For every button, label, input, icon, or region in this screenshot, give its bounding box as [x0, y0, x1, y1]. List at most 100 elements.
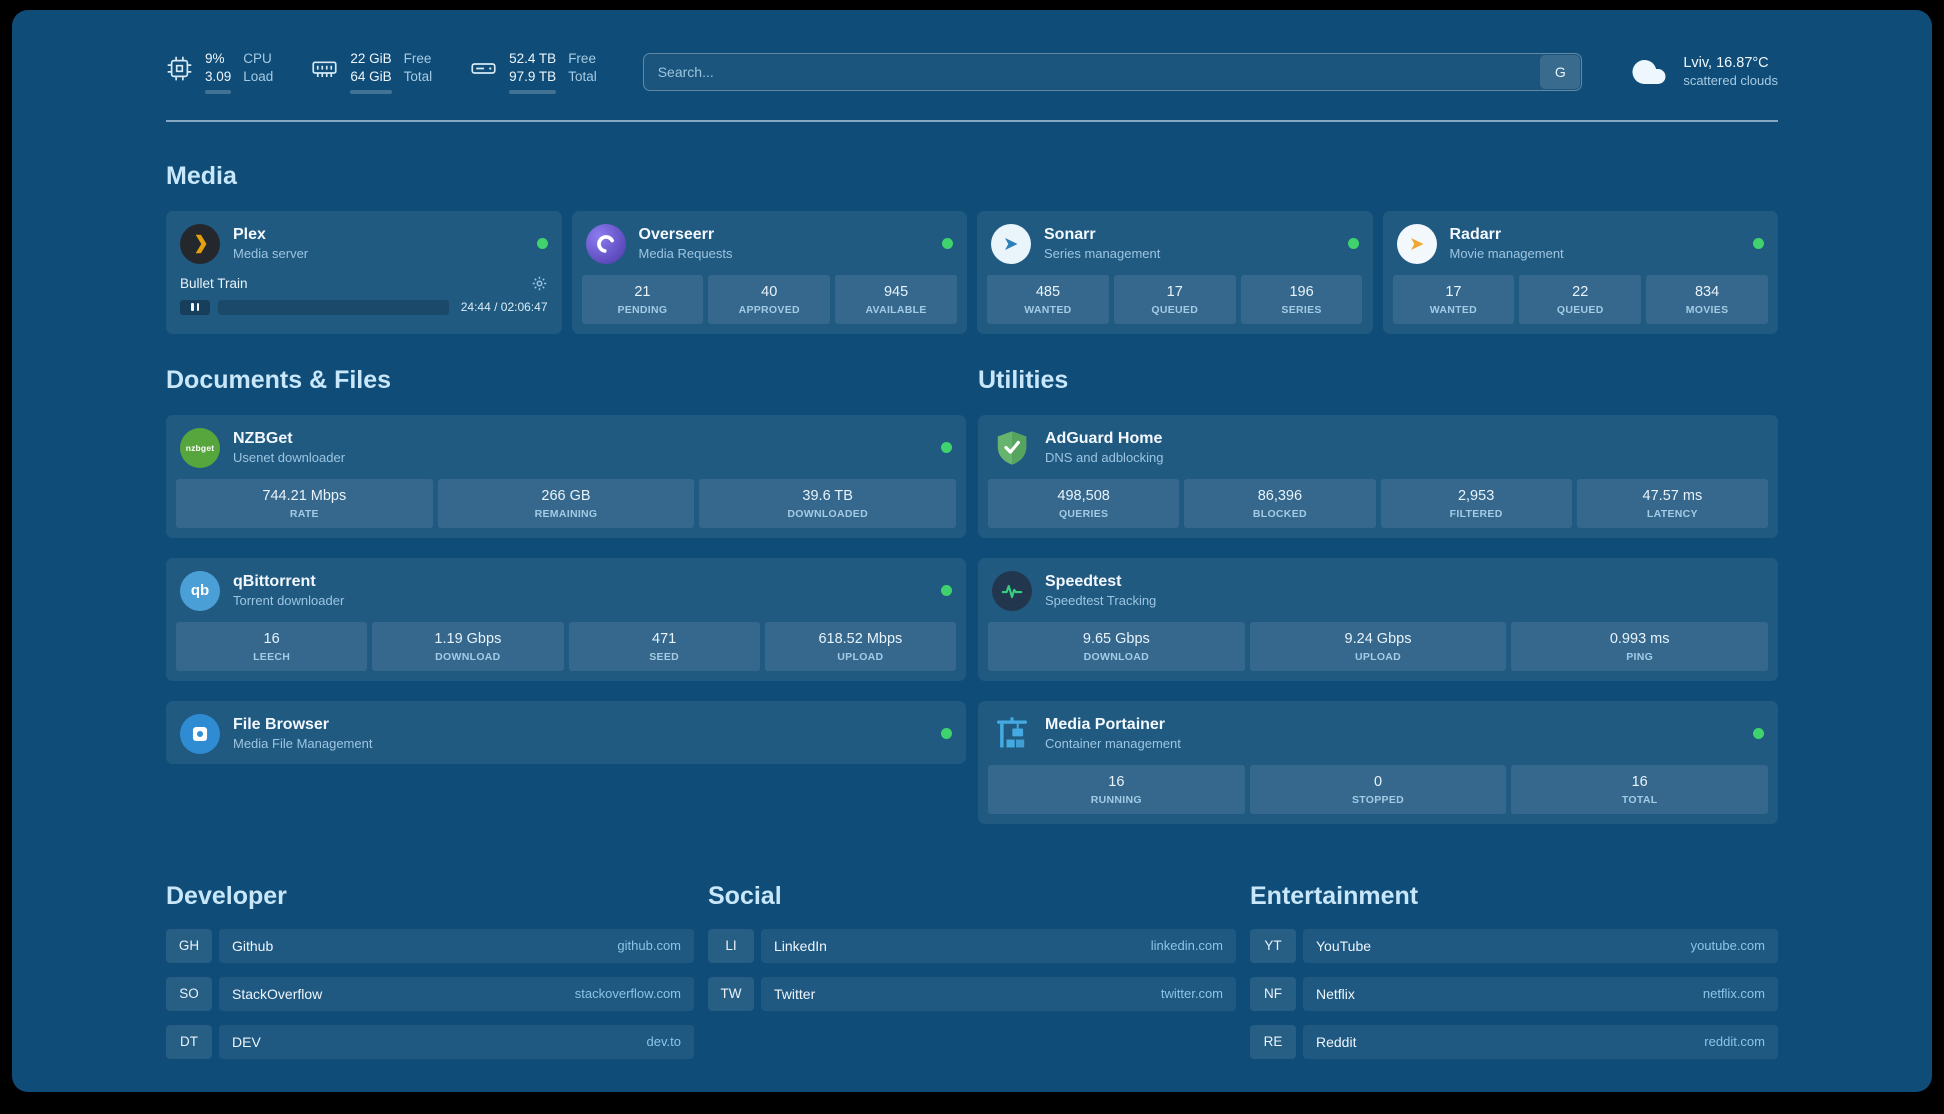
service-card-radarr[interactable]: Radarr Movie management 17 WANTED 22 QUEUE… [1382, 210, 1778, 334]
stat-block: 86,396 BLOCKED [1184, 478, 1376, 528]
stats-row: 498,508 QUERIES 86,396 BLOCKED 2,953 FILTER… [988, 478, 1768, 528]
memory-usage-bar [350, 90, 392, 94]
service-card-overseerr[interactable]: Overseerr Media Requests 21 PENDING 40 APP… [571, 210, 967, 334]
stat-value: 945 [883, 283, 909, 300]
stat-block: 471 SEED [568, 621, 760, 671]
stat-block: 196 SERIES [1240, 274, 1363, 324]
bookmark-group-entertainment: Entertainment YT YouTube youtube.com NF N… [1250, 882, 1778, 1059]
bookmark-name: Netflix [1316, 985, 1355, 1002]
service-card-portainer[interactable]: Media Portainer Container management 16 R… [978, 700, 1778, 824]
cpu-widget: 9% 3.09 CPU Load [166, 50, 273, 94]
bookmark-group-social: Social LI LinkedIn linkedin.com TW Twitte… [708, 882, 1236, 1059]
service-card-filebrowser[interactable]: File Browser Media File Management [166, 700, 966, 764]
service-card-speedtest[interactable]: Speedtest Speedtest Tracking 9.65 Gbps DO… [978, 557, 1778, 681]
gear-icon[interactable] [531, 275, 548, 292]
bookmark-twitter[interactable]: TW Twitter twitter.com [708, 976, 1236, 1011]
cpu-values: 9% 3.09 [205, 50, 232, 94]
section-utilities: Utilities AdGuard Home DNS and adblockin… [978, 366, 1778, 824]
bookmark-abbr: NF [1250, 976, 1296, 1011]
section-media: Media Plex Media server [166, 162, 1778, 334]
section-title-entertainment: Entertainment [1250, 881, 1419, 910]
section-title-media: Media [166, 161, 237, 190]
pause-button[interactable] [180, 299, 210, 315]
stat-label: RUNNING [1090, 793, 1142, 806]
stat-value: 17 [1166, 283, 1183, 300]
cpu-label-1: CPU [243, 51, 272, 66]
bookmark-netflix[interactable]: NF Netflix netflix.com [1250, 976, 1778, 1011]
stat-value: 0.993 ms [1609, 630, 1670, 647]
bookmark-domain: stackoverflow.com [574, 986, 681, 1002]
disk-label-2: Total [568, 69, 597, 85]
bookmark-abbr: SO [166, 976, 212, 1011]
status-dot [1347, 238, 1359, 250]
service-subtitle: Media Requests [638, 246, 733, 262]
stat-value: 39.6 TB [802, 487, 853, 504]
bookmark-abbr: LI [708, 928, 754, 963]
search-provider-button[interactable]: G [1540, 54, 1581, 89]
disk-icon [470, 55, 497, 82]
service-subtitle: Movie management [1449, 246, 1564, 262]
service-name: NZBGet [233, 430, 293, 448]
stat-value: 2,953 [1457, 487, 1495, 504]
service-card-adguard[interactable]: AdGuard Home DNS and adblocking 498,508 Q… [978, 414, 1778, 538]
stat-block: 21 PENDING [581, 274, 704, 324]
search-input[interactable] [643, 53, 1540, 90]
section-title-utilities: Utilities [978, 365, 1069, 394]
bookmark-abbr: DT [166, 1024, 212, 1059]
stat-value: 17 [1445, 283, 1462, 300]
service-name: Sonarr [1044, 226, 1096, 244]
service-subtitle: Media File Management [233, 736, 373, 752]
stat-value: 0 [1373, 773, 1383, 790]
status-dot [941, 585, 952, 597]
service-card-nzbget[interactable]: nzbget NZBGet Usenet downloader 744.21 M… [166, 414, 966, 538]
bookmark-domain: linkedin.com [1150, 938, 1223, 954]
service-subtitle: Container management [1045, 736, 1181, 752]
stat-block: 834 MOVIES [1646, 274, 1768, 324]
bookmark-domain: reddit.com [1704, 1034, 1765, 1050]
stat-block: 9.24 Gbps UPLOAD [1249, 621, 1507, 671]
stat-label: BLOCKED [1252, 507, 1307, 520]
stats-row: 17 WANTED 22 QUEUED 834 MOVIES [1392, 274, 1769, 324]
stat-block: 0 STOPPED [1249, 764, 1507, 814]
stat-label: QUEUED [1556, 303, 1604, 316]
service-name: Radarr [1449, 226, 1502, 244]
cpu-load: 3.09 [205, 69, 232, 85]
memory-free: 22 GiB [350, 51, 392, 66]
stat-block: 618.52 Mbps UPLOAD [764, 621, 956, 671]
nzbget-icon: nzbget [180, 427, 220, 468]
bookmark-name: Twitter [774, 985, 816, 1002]
bookmark-stackoverflow[interactable]: SO StackOverflow stackoverflow.com [166, 976, 694, 1011]
status-dot [536, 238, 548, 250]
service-card-plex[interactable]: Plex Media server Bullet Train [166, 210, 562, 334]
stat-value: 196 [1289, 283, 1314, 300]
service-subtitle: Series management [1044, 246, 1161, 262]
bookmark-dev[interactable]: DT DEV dev.to [166, 1024, 694, 1059]
bookmark-youtube[interactable]: YT YouTube youtube.com [1250, 928, 1778, 963]
stat-label: SEED [649, 650, 680, 663]
portainer-icon [992, 714, 1032, 754]
bookmark-github[interactable]: GH Github github.com [166, 928, 694, 963]
service-name: Speedtest [1045, 573, 1122, 591]
stat-block: 0.993 ms PING [1511, 621, 1769, 671]
stat-label: MOVIES [1685, 303, 1729, 316]
memory-label-2: Total [403, 69, 433, 85]
section-documents-files: Documents & Files nzbget NZBGet Usenet d… [166, 366, 966, 764]
bookmark-domain: dev.to [646, 1034, 681, 1050]
stat-value: 16 [263, 630, 280, 647]
stat-block: 39.6 TB DOWNLOADED [699, 478, 957, 528]
stat-value: 485 [1035, 283, 1061, 300]
bookmark-linkedin[interactable]: LI LinkedIn linkedin.com [708, 928, 1236, 963]
cpu-usage-bar [205, 90, 232, 94]
stat-label: DOWNLOAD [1083, 650, 1150, 663]
stat-block: 16 LEECH [176, 621, 368, 671]
service-card-qbittorrent[interactable]: qb qBittorrent Torrent downloader 16 LEEC… [166, 557, 966, 681]
playback-time: 24:44 / 02:06:47 [460, 300, 548, 315]
stat-block: 266 GB REMAINING [437, 478, 695, 528]
bookmark-abbr: YT [1250, 928, 1296, 963]
dashboard-page: 9% 3.09 CPU Load [12, 10, 1932, 1092]
bookmark-reddit[interactable]: RE Reddit reddit.com [1250, 1024, 1778, 1059]
stat-block: 485 WANTED [987, 274, 1109, 324]
service-card-sonarr[interactable]: Sonarr Series management 485 WANTED 17 QUE… [977, 210, 1373, 334]
topbar-divider [166, 119, 1778, 122]
stat-value: 834 [1694, 283, 1720, 300]
